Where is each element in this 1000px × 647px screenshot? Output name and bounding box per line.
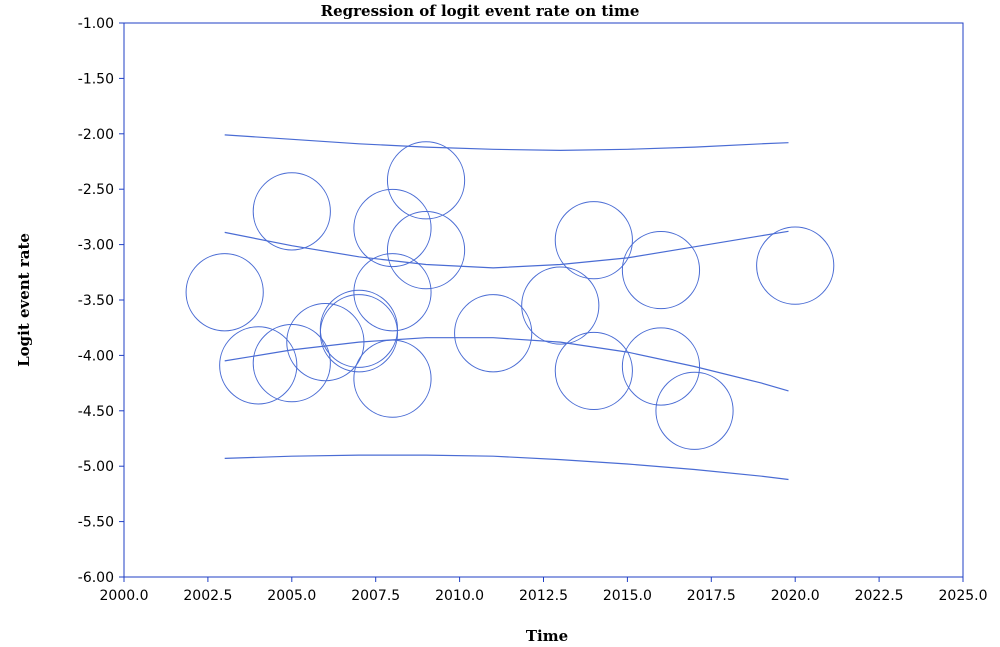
y-tick-label: -3.00 — [78, 238, 114, 254]
x-tick-label: 2007.5 — [351, 588, 400, 604]
x-tick-label: 2000.0 — [100, 588, 149, 604]
data-point — [319, 294, 399, 373]
data-point — [286, 303, 365, 382]
prediction-lower-line — [224, 454, 789, 481]
axis-ticks: 2000.0 2002.5 2005.0 2007.5 2010.0 2012.5 2015… — [78, 16, 988, 604]
y-tick-label: -2.00 — [78, 127, 114, 143]
y-axis-title: Logit event rate — [15, 233, 33, 367]
y-tick-label: -6.00 — [78, 570, 114, 586]
data-point — [386, 141, 466, 220]
x-tick-label: 2025.0 — [939, 588, 988, 604]
ci-upper-line — [224, 230, 789, 269]
regression-lines — [224, 134, 789, 481]
data-point — [554, 331, 633, 411]
x-tick-label: 2022.5 — [855, 588, 904, 604]
chart-title: Regression of logit event rate on time — [321, 2, 640, 20]
data-point — [252, 172, 331, 251]
data-point — [319, 289, 399, 368]
y-tick-label: -3.50 — [78, 293, 114, 309]
x-tick-label: 2017.5 — [687, 588, 736, 604]
y-tick-label: -2.50 — [78, 182, 114, 198]
y-tick-label: -4.50 — [78, 404, 114, 420]
data-point — [353, 188, 432, 268]
y-tick-label: -4.00 — [78, 348, 114, 364]
data-point — [219, 326, 298, 405]
data-point — [655, 371, 734, 450]
data-point — [185, 253, 264, 332]
data-point — [621, 230, 701, 310]
data-point — [621, 327, 701, 406]
data-point — [454, 294, 533, 373]
x-tick-label: 2005.0 — [267, 588, 316, 604]
y-tick-label: -5.50 — [78, 515, 114, 531]
data-point — [554, 201, 633, 280]
prediction-upper-line — [224, 134, 789, 152]
x-axis-title: Time — [526, 627, 568, 645]
ci-lower-line — [224, 337, 789, 392]
x-tick-label: 2015.0 — [603, 588, 652, 604]
y-tick-label: -1.00 — [78, 16, 114, 32]
data-point — [252, 324, 331, 403]
x-tick-label: 2002.5 — [183, 588, 232, 604]
x-tick-label: 2020.0 — [771, 588, 820, 604]
data-point — [353, 253, 432, 332]
y-tick-label: -1.50 — [78, 71, 114, 87]
data-point — [353, 339, 432, 418]
x-tick-label: 2012.5 — [519, 588, 568, 604]
y-tick-label: -5.00 — [78, 459, 114, 475]
plot-area-frame — [123, 22, 964, 578]
data-points — [185, 141, 835, 450]
data-point — [521, 266, 600, 345]
data-point — [756, 226, 835, 305]
data-point — [386, 211, 466, 290]
x-tick-label: 2010.0 — [435, 588, 484, 604]
